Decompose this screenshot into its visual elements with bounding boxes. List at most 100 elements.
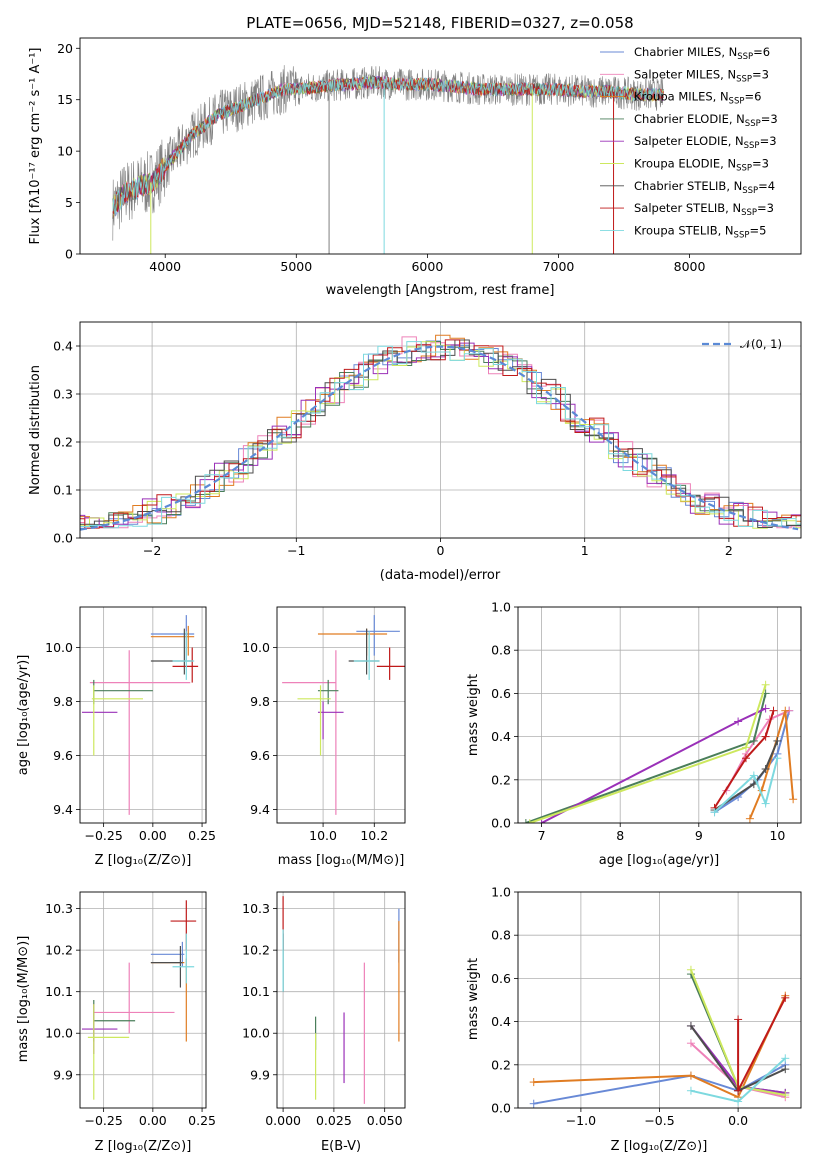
x-tick-label: 0.000 bbox=[265, 1113, 301, 1128]
wZ-ylabel: mass weight bbox=[466, 958, 481, 1040]
x-tick-label: 5000 bbox=[280, 259, 312, 274]
x-tick-label: 0.050 bbox=[367, 1113, 403, 1128]
legend-subscript: SSP bbox=[729, 97, 745, 107]
spectrum-traces bbox=[112, 65, 664, 254]
legend-label-salpeter_elodie: Salpeter ELODIE, NSSP=3 bbox=[634, 134, 777, 151]
spectrum-title: PLATE=0656, MJD=52148, FIBERID=0327, z=0… bbox=[246, 14, 633, 32]
x-tick-label: −0.25 bbox=[84, 1113, 122, 1128]
x-tick-label: −2 bbox=[143, 543, 161, 558]
legend-label-kroupa_miles: Kroupa MILES, NSSP=6 bbox=[634, 90, 761, 107]
x-tick-label: 10.0 bbox=[309, 828, 337, 843]
y-tick-label: 0.2 bbox=[491, 1057, 511, 1072]
y-tick-label: 0.8 bbox=[491, 928, 511, 943]
model-kroupa_stelib bbox=[112, 75, 664, 215]
histogram-salpeter_stelib bbox=[80, 339, 801, 529]
y-tick-label: 0.2 bbox=[53, 435, 73, 450]
x-tick-label: 0.25 bbox=[188, 828, 216, 843]
errorbars bbox=[81, 615, 199, 815]
x-tick-label: 10.2 bbox=[360, 828, 388, 843]
errorbars bbox=[282, 615, 405, 815]
histogram-bars bbox=[80, 334, 801, 531]
legend-value: =3 bbox=[752, 157, 769, 171]
mass-vs-ebv-plot: 0.000 0.025 0.050 9.9 10.0 10.1 10.2 10.3 bbox=[242, 891, 406, 1128]
wZ-xlabel: Z [log₁₀(Z/Z⊙)] bbox=[611, 1139, 708, 1154]
legend-text: Chabrier MILES, N bbox=[634, 45, 737, 59]
legend-value: =4 bbox=[758, 179, 775, 193]
legend-text: Salpeter STELIB, N bbox=[634, 201, 741, 215]
y-tick-label: 9.9 bbox=[250, 1067, 270, 1082]
axes-frame bbox=[79, 321, 802, 539]
y-tick-label: 9.4 bbox=[250, 802, 270, 817]
legend-subscript: SSP bbox=[736, 164, 752, 174]
axes-frame bbox=[276, 891, 406, 1109]
axes-frame bbox=[517, 606, 802, 824]
wAge-ylabel: mass weight bbox=[466, 674, 481, 756]
legend-label-salpeter_stelib: Salpeter STELIB, NSSP=3 bbox=[634, 201, 774, 218]
legend-subscript: SSP bbox=[741, 208, 757, 218]
x-tick-label: 1 bbox=[581, 543, 589, 558]
y-tick-label: 0.0 bbox=[53, 531, 73, 546]
massE-xlabel: E(B-V) bbox=[321, 1139, 361, 1154]
y-tick-label: 0.2 bbox=[491, 772, 511, 787]
y-tick-label: 10.0 bbox=[45, 640, 73, 655]
x-tick-label: 7000 bbox=[543, 259, 575, 274]
ageM-xlabel: mass [log₁₀(M/M⊙)] bbox=[278, 853, 405, 868]
y-tick-label: 10.2 bbox=[45, 943, 73, 958]
legend-subscript: SSP bbox=[737, 52, 753, 62]
y-tick-label: 0 bbox=[65, 247, 73, 262]
legend-subscript: SSP bbox=[745, 119, 761, 129]
x-tick-label: −0.5 bbox=[644, 1113, 674, 1128]
lines bbox=[529, 965, 790, 1108]
legend-value: =3 bbox=[757, 201, 774, 215]
legend-value: =3 bbox=[752, 67, 769, 81]
x-tick-label: 8000 bbox=[674, 259, 706, 274]
y-tick-label: 0.4 bbox=[491, 729, 511, 744]
legend-value: =6 bbox=[753, 45, 770, 59]
mass-vs-metallicity-plot: −0.25 0.00 0.25 9.9 10.0 10.1 10.2 10.3 bbox=[45, 891, 216, 1128]
y-tick-label: 0.0 bbox=[491, 1101, 511, 1116]
legend-value: =6 bbox=[744, 90, 761, 104]
axes-frame bbox=[276, 606, 406, 824]
ageZ-xlabel: Z [log₁₀(Z/Z⊙)] bbox=[95, 853, 192, 868]
legend-subscript: SSP bbox=[744, 141, 760, 151]
line-kroupa_stelib bbox=[713, 757, 779, 813]
x-tick-label: 0 bbox=[437, 543, 445, 558]
y-tick-label: 0.4 bbox=[491, 1014, 511, 1029]
line-chabrier_miles bbox=[533, 1063, 786, 1105]
errorbars bbox=[81, 900, 197, 1100]
residual-histogram: −2 −1 0 1 2 0.0 0.1 0.2 0.3 0.4 𝒩(0, 1) bbox=[53, 321, 802, 558]
age-vs-metallicity-plot: −0.25 0.00 0.25 9.4 9.6 9.8 10.0 bbox=[45, 606, 216, 843]
legend-label-chabrier_miles: Chabrier MILES, NSSP=6 bbox=[634, 45, 770, 62]
y-tick-label: 9.8 bbox=[53, 694, 73, 709]
massZ-xlabel: Z [log₁₀(Z/Z⊙)] bbox=[95, 1139, 192, 1154]
y-tick-label: 10 bbox=[57, 144, 73, 159]
legend-text: Chabrier ELODIE, N bbox=[634, 112, 745, 126]
y-tick-label: 0.8 bbox=[491, 643, 511, 658]
y-tick-label: 10.3 bbox=[242, 901, 270, 916]
y-tick-label: 9.6 bbox=[250, 748, 270, 763]
y-tick-label: 10.0 bbox=[45, 1026, 73, 1041]
legend-label-salpeter_miles: Salpeter MILES, NSSP=3 bbox=[634, 67, 769, 84]
y-tick-label: 0.4 bbox=[53, 339, 73, 354]
x-tick-label: 7 bbox=[538, 828, 546, 843]
age-vs-mass-plot: 10.0 10.2 9.4 9.6 9.8 10.0 bbox=[242, 606, 406, 843]
legend-text: Salpeter MILES, N bbox=[634, 67, 736, 81]
legend-text: Salpeter ELODIE, N bbox=[634, 134, 744, 148]
wAge-xlabel: age [log₁₀(age/yr)] bbox=[599, 853, 720, 868]
axes-frame bbox=[517, 891, 802, 1109]
y-tick-label: 10.3 bbox=[45, 901, 73, 916]
x-tick-label: 4000 bbox=[149, 259, 181, 274]
spectrum-plot: 4000 5000 6000 7000 8000 0 5 10 15 20 Chabrier MIL… bbox=[57, 37, 802, 274]
legend-value: =3 bbox=[761, 112, 778, 126]
errorbars bbox=[282, 896, 400, 1104]
residual-xlabel: (data-model)/error bbox=[380, 568, 501, 583]
legend-text: Kroupa ELODIE, N bbox=[634, 157, 736, 171]
y-tick-label: 9.9 bbox=[53, 1067, 73, 1082]
y-tick-label: 0.3 bbox=[53, 387, 73, 402]
weight-vs-metallicity-plot: −1.0 −0.5 0.0 0.0 0.2 0.4 0.6 0.8 1.0 bbox=[491, 885, 802, 1128]
y-tick-label: 1.0 bbox=[491, 600, 511, 615]
y-tick-label: 9.6 bbox=[53, 748, 73, 763]
line-salpeter_elodie bbox=[541, 707, 767, 823]
legend-label-kroupa_elodie: Kroupa ELODIE, NSSP=3 bbox=[634, 157, 769, 174]
y-tick-label: 1.0 bbox=[491, 885, 511, 900]
